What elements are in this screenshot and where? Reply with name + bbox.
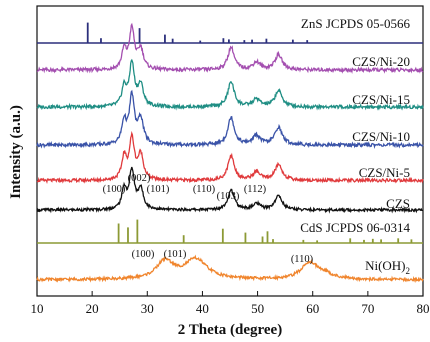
- label-zns-reference: ZnS JCPDS 05-0566: [301, 16, 411, 31]
- y-axis-title: Intensity (a.u.): [8, 105, 24, 199]
- label-cds-reference: CdS JCPDS 06-0314: [300, 220, 410, 235]
- nioh2-peak-100-label: (100): [132, 249, 155, 260]
- pattern-line: [36, 254, 424, 284]
- zns-reference-sticks: [37, 22, 423, 44]
- x-axis-ticks: 10 20 30 40 50 60 70 80: [31, 291, 430, 316]
- cds-reference-sticks: [37, 219, 423, 244]
- pattern-line: [36, 58, 424, 111]
- x-axis-title: 2 Theta (degree): [178, 322, 282, 338]
- x-tick-label: 10: [31, 301, 44, 316]
- nioh2-peak-110-label: (110): [291, 254, 314, 265]
- x-tick-label: 20: [86, 301, 99, 316]
- label-czs: CZS: [386, 196, 410, 211]
- label-nioh2-subscript: 2: [406, 266, 411, 276]
- plot-frame: [36, 5, 424, 297]
- x-tick-label: 50: [251, 301, 264, 316]
- x-tick-label: 80: [417, 301, 430, 316]
- x-tick-label: 40: [196, 301, 209, 316]
- czs-peak-002-label: (002): [128, 173, 151, 184]
- czs-peak-101-label: (101): [147, 184, 170, 195]
- nioh2-peak-101-label: (101): [164, 249, 187, 260]
- x-tick-label: 60: [306, 301, 319, 316]
- label-czs-ni-10: CZS/Ni-10: [352, 129, 410, 144]
- label-czs-ni-15: CZS/Ni-15: [352, 92, 410, 107]
- czs-peak-110-label: (110): [193, 184, 216, 195]
- pattern-curves: [36, 22, 424, 284]
- czs-peak-103-label: (103): [217, 191, 240, 202]
- label-nioh2: Ni(OH)2: [365, 258, 410, 276]
- pattern-line: [36, 22, 424, 75]
- pattern-line: [36, 166, 424, 214]
- czs-peak-100-label: (100): [103, 184, 126, 195]
- label-czs-ni-20: CZS/Ni-20: [352, 54, 410, 69]
- label-nioh2-main: Ni(OH): [365, 258, 405, 273]
- x-tick-label: 30: [141, 301, 154, 316]
- pattern-line: [36, 130, 424, 185]
- x-tick-label: 70: [361, 301, 374, 316]
- label-czs-ni-5: CZS/Ni-5: [359, 165, 410, 180]
- czs-peak-112-label: (112): [244, 184, 267, 195]
- pattern-line: [36, 89, 424, 150]
